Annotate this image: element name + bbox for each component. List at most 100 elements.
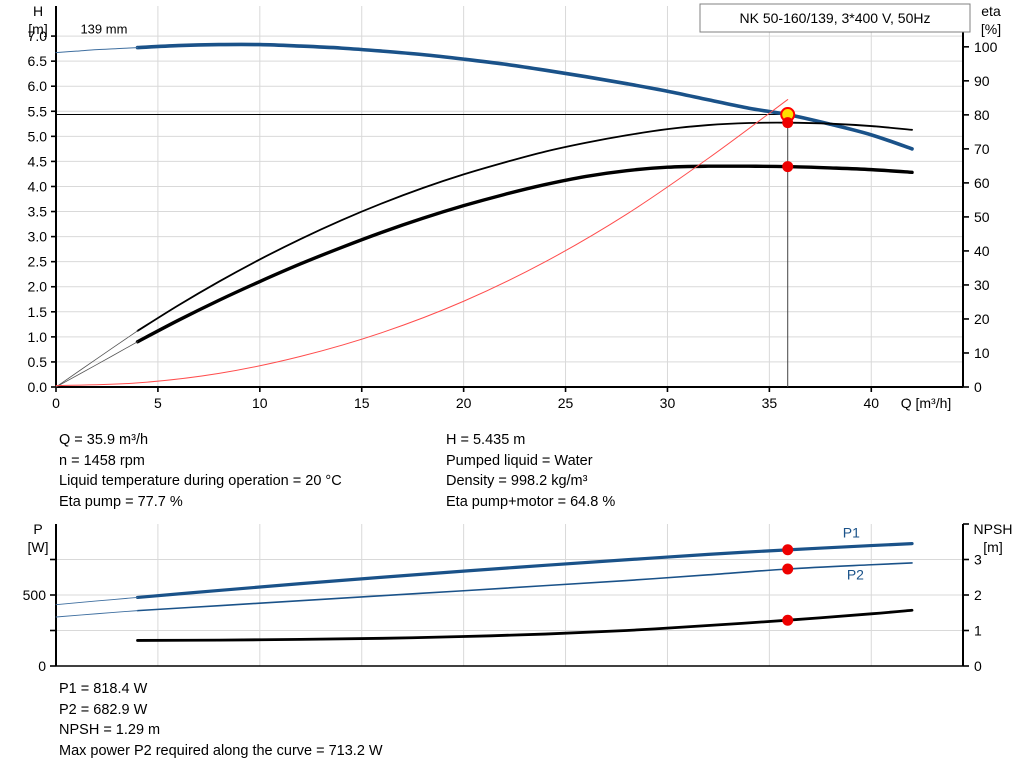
info-density: Density = 998.2 kg/m³ — [446, 473, 588, 489]
duty-guides — [56, 114, 789, 387]
info-q: Q = 35.9 m³/h — [59, 432, 149, 448]
y-tick-label-left: 0.5 — [28, 354, 48, 370]
info-eta-pump: Eta pump = 77.7 % — [59, 493, 183, 510]
y-tick-label-left: 5.5 — [28, 103, 48, 119]
y-tick-label-right: 30 — [974, 277, 990, 293]
y-tick-label-right: 40 — [974, 243, 990, 259]
x-tick-label: 15 — [354, 395, 370, 411]
marker-eta-pump-point[interactable] — [782, 117, 794, 129]
curve-p2-extension — [55, 610, 138, 618]
y-axis-left-unit: [m] — [28, 21, 47, 37]
y-tick-label-left: 3.5 — [28, 204, 48, 220]
y-tick-label-right: 10 — [974, 345, 990, 361]
y-tick-label-left: 4.0 — [28, 178, 48, 194]
grid-lines — [55, 524, 963, 667]
marker-p1-point[interactable] — [782, 544, 794, 556]
y-tick-label-right: 0 — [974, 658, 982, 674]
curve-head-139-mm- — [135, 42, 914, 151]
markers-group — [780, 107, 796, 173]
chart-title-text: NK 50-160/139, 3*400 V, 50Hz — [740, 10, 931, 26]
y-tick-label-right: 100 — [974, 39, 998, 55]
info-h: H = 5.435 m — [446, 432, 526, 448]
y-axis-left-unit: [W] — [28, 539, 49, 555]
curve-npsh — [136, 608, 914, 642]
x-tick-label: 20 — [456, 395, 472, 411]
y-tick-label-left: 7.0 — [28, 28, 48, 44]
y-tick-label-right: 3 — [974, 552, 982, 568]
x-tick-label: 0 — [52, 395, 60, 411]
x-tick-label: 5 — [154, 395, 162, 411]
info-eta-pump-motor: Eta pump+motor = 64.8 % — [446, 493, 616, 510]
duty-point-info-right: H = 5.435 m Pumped liquid = Water Densit… — [446, 430, 615, 512]
curve-eta-pump-motor — [135, 164, 914, 344]
curve-head-extension-to-zero-flow — [55, 47, 139, 54]
curve-eta-pump — [136, 121, 913, 332]
info-liquid: Pumped liquid = Water — [446, 452, 593, 469]
axes — [55, 6, 964, 388]
duty-point-info-left: Q = 35.9 m³/h n = 1458 rpm Liquid temper… — [59, 430, 342, 512]
curve-p1 — [135, 542, 914, 600]
y-axis-right-unit: [m] — [983, 539, 1002, 555]
y-axis-left-ticks: 0 500 — [23, 558, 56, 674]
power-npsh-chart: 0 500 P [W] 0 1 2 3 NPSH [m] P1 P2 — [23, 521, 1013, 674]
curve-eta-pump-extension — [55, 330, 138, 388]
y-tick-label-left: 5.0 — [28, 128, 48, 144]
p2-curve-label: P2 — [847, 566, 864, 582]
y-axis-right-unit: [%] — [981, 21, 1001, 37]
chart-title-box: NK 50-160/139, 3*400 V, 50Hz — [699, 3, 971, 33]
y-tick-label-left: 2.0 — [28, 279, 48, 295]
y-tick-label-left: 0.0 — [28, 379, 48, 395]
x-tick-label: 30 — [660, 395, 676, 411]
power-info: P1 = 818.4 W P2 = 682.9 W NPSH = 1.29 m … — [59, 679, 383, 761]
y-tick-label-right: 90 — [974, 73, 990, 89]
marker-npsh-point[interactable] — [782, 614, 794, 626]
y-tick-label-left: 2.5 — [28, 254, 48, 270]
series-group — [55, 42, 914, 388]
y-tick-label-left: 6.5 — [28, 53, 48, 69]
chart-title-box-bg — [699, 3, 971, 33]
info-p1: P1 = 818.4 W — [59, 681, 148, 697]
y-axis-right-ticks: 0 1 2 3 — [963, 523, 982, 674]
y-tick-label-right: 80 — [974, 107, 990, 123]
y-tick-label-right: 0 — [974, 379, 982, 395]
y-tick-label-left: 3.0 — [28, 229, 48, 245]
markers-group — [782, 544, 794, 626]
info-npsh: NPSH = 1.29 m — [59, 722, 161, 738]
curve-p2 — [136, 562, 913, 612]
marker-eta-pump-motor-point[interactable] — [782, 161, 794, 173]
grid-lines — [55, 6, 963, 388]
info-p2: P2 = 682.9 W — [59, 701, 148, 718]
y-tick-label-right: 2 — [974, 587, 982, 603]
head-efficiency-chart: 0.0 0.5 1.0 1.5 2.0 2.5 3.0 3.5 4.0 4.5 5.0 5.5 6.0 6… — [28, 3, 1002, 411]
y-tick-label-right: 50 — [974, 209, 990, 225]
info-max-power: Max power P2 required along the curve = … — [59, 742, 383, 759]
y-axis-right-title: NPSH — [974, 521, 1013, 537]
x-tick-label: 40 — [863, 395, 879, 411]
y-tick-label-right: 20 — [974, 311, 990, 327]
y-axis-right-title: eta — [981, 3, 1001, 19]
x-axis-ticks: 0 5 10 15 20 25 30 35 40 — [52, 387, 879, 411]
info-n: n = 1458 rpm — [59, 452, 145, 469]
p1-curve-label: P1 — [843, 524, 860, 540]
y-tick-label-left: 6.0 — [28, 78, 48, 94]
y-tick-label-left: 0 — [38, 658, 46, 674]
marker-p2-point[interactable] — [782, 563, 794, 575]
y-tick-label-left: 4.5 — [28, 153, 48, 169]
y-tick-label-left: 1.0 — [28, 329, 48, 345]
x-tick-label: 35 — [762, 395, 778, 411]
y-axis-left-ticks: 0.0 0.5 1.0 1.5 2.0 2.5 3.0 3.5 4.0 4.5 5.0 5.5 6.0 6… — [28, 28, 56, 395]
y-tick-label-right: 1 — [974, 623, 982, 639]
y-tick-label-right: 60 — [974, 175, 990, 191]
x-axis-title: Q [m³/h] — [901, 395, 952, 411]
curve-eta-pump-motor-extension — [55, 341, 138, 388]
info-temp: Liquid temperature during operation = 20… — [59, 473, 342, 489]
y-axis-right-ticks: 0 10 20 30 40 50 60 70 80 90 100 — [963, 39, 998, 395]
impeller-size: 139 mm — [80, 22, 127, 37]
x-tick-label: 25 — [558, 395, 574, 411]
series-group — [55, 542, 914, 642]
curve-system-curve — [55, 99, 789, 387]
y-axis-left-title: P — [33, 521, 42, 537]
y-tick-label-left: 500 — [23, 587, 47, 603]
curve-p1-extension — [55, 596, 138, 606]
